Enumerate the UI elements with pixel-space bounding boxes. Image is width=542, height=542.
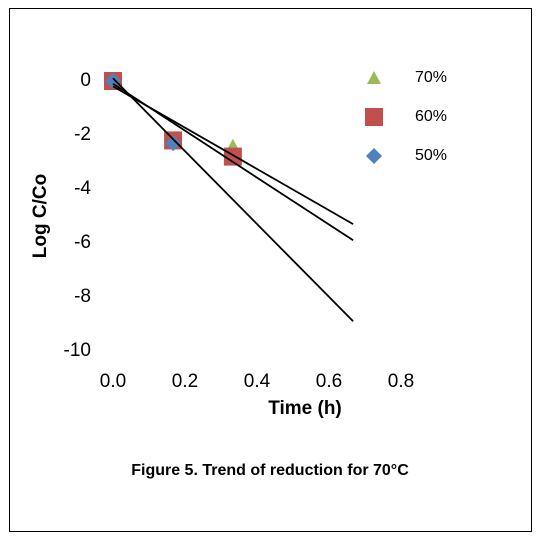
y-tick-label: -6 xyxy=(74,232,91,253)
legend-label: 70% xyxy=(415,69,447,86)
x-tick-label: 0.6 xyxy=(316,371,342,392)
y-tick-label: -4 xyxy=(74,178,91,199)
frame xyxy=(9,8,532,532)
point xyxy=(105,73,121,89)
legend-label: 50% xyxy=(415,147,447,164)
y-tick-label: -2 xyxy=(74,124,91,145)
legend-marker xyxy=(367,71,381,84)
x-tick-label: 0.4 xyxy=(244,371,271,392)
y-axis-title: Log C/Co xyxy=(30,174,51,258)
trendline xyxy=(112,77,354,322)
y-tick-label: -10 xyxy=(64,340,91,361)
y-tick-label: -8 xyxy=(74,286,91,307)
caption: Figure 5. Trend of reduction for 70°C xyxy=(131,462,409,479)
trendline xyxy=(112,82,354,242)
legend-marker xyxy=(366,148,382,164)
point xyxy=(165,135,182,152)
x-tick-label: 0.0 xyxy=(100,371,126,392)
legend-label: 60% xyxy=(415,108,447,125)
x-tick-label: 0.2 xyxy=(172,371,198,392)
x-axis-title: Time (h) xyxy=(268,398,342,419)
x-tick-label: 0.8 xyxy=(388,371,414,392)
legend-marker xyxy=(365,108,383,126)
y-tick-label: 0 xyxy=(80,70,91,91)
